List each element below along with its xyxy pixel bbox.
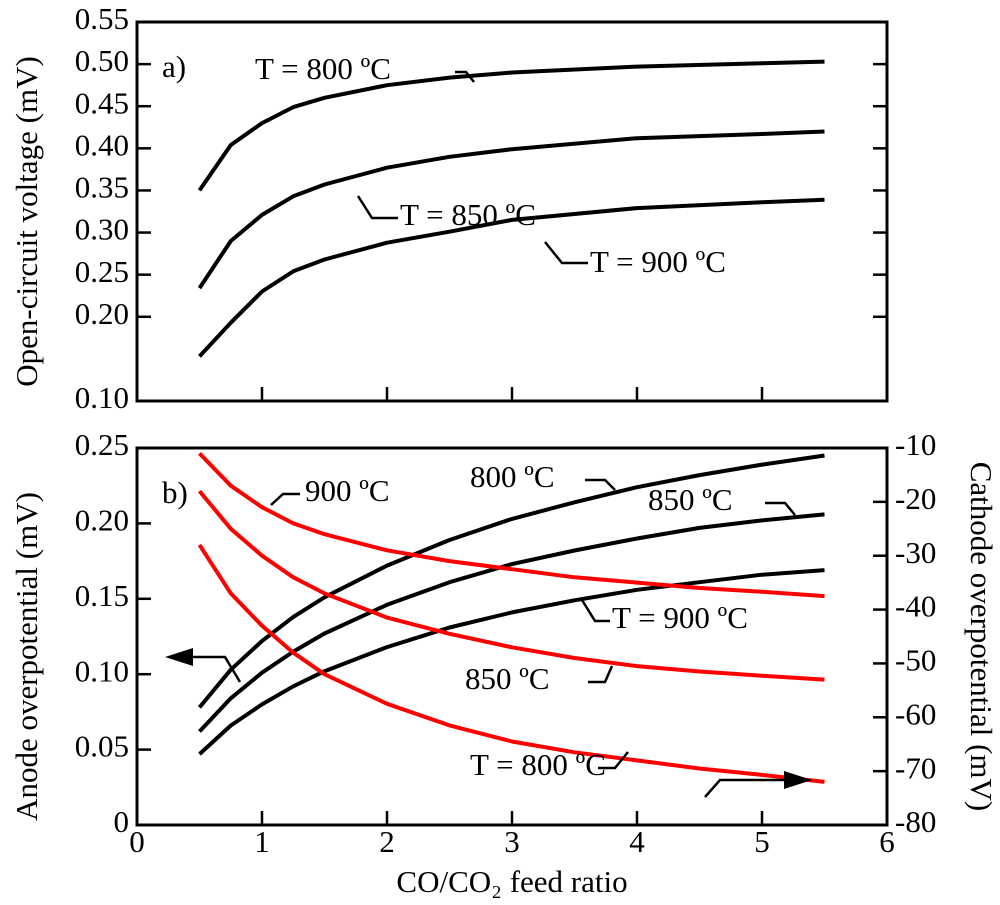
x-tick-label: 1 [254,824,270,859]
y2-tick-label: -80 [895,804,936,839]
y2-axis-label: Cathode overpotential (mV) [964,462,999,812]
series-label: T = 800 ºC [470,747,606,782]
series-label: 800 ºC [470,459,555,494]
y-tick-label: 0.25 [75,254,129,289]
y-tick-label: 0.15 [75,578,129,613]
panel-label: a) [162,49,186,84]
y-tick-label: 0.35 [75,170,129,205]
series-line [198,197,825,358]
axis-arrow-head [165,648,193,666]
series-label: T = 900 ºC [612,600,748,635]
y-tick-label: 0.25 [75,427,129,462]
series-line [197,453,825,709]
y-tick-label: 0.45 [75,85,129,120]
series-label: T = 800 ºC [255,51,391,86]
y-tick-label: 0.10 [75,380,129,415]
label-leader [270,492,300,506]
series-line [198,512,825,733]
x-tick-label: 4 [629,824,645,859]
label-leader [598,751,629,770]
y-tick-label: 0.50 [75,43,129,78]
panel-label: b) [162,475,188,510]
y-axis-label: Open-circuit voltage (mV) [9,56,44,387]
y2-tick-label: -20 [895,481,936,516]
y-tick-label: 0.10 [75,653,129,688]
y-tick-label: 0.20 [75,503,129,538]
series-label: 850 ºC [465,661,550,696]
series-line [197,59,825,192]
label-leader [588,665,614,684]
x-axis-label: CO/CO₂ feed ratio [396,864,627,899]
y2-tick-label: -50 [895,643,936,678]
series-label: 850 ºC [648,482,733,517]
series-line [198,568,825,756]
series-line [197,543,825,784]
axis-arrow [704,778,790,798]
axis-arrow-head [784,771,812,789]
label-leader [585,478,616,491]
y-tick-label: 0.05 [75,729,129,764]
x-tick-label: 5 [754,824,770,859]
y-tick-label: 0 [114,804,130,839]
x-tick-label: 6 [879,824,895,859]
y2-tick-label: -40 [895,589,936,624]
label-leader [455,70,475,83]
y2-tick-label: -30 [895,535,936,570]
series-label: T = 900 ºC [590,244,726,279]
series-line [198,452,825,599]
y-tick-label: 0.30 [75,212,129,247]
y-tick-label: 0.20 [75,296,129,331]
series-label: 900 ºC [305,473,390,508]
series-line [197,489,825,682]
label-leader [765,501,796,516]
y-axis-label: Anode overpotential (mV) [9,492,44,821]
label-leader [580,599,610,623]
y2-tick-label: -10 [895,427,936,462]
y2-tick-label: -70 [895,750,936,785]
y-tick-label: 0.55 [75,1,129,36]
x-tick-label: 2 [379,824,395,859]
axis-arrow [180,655,242,683]
x-tick-label: 3 [504,824,520,859]
y2-tick-label: -60 [895,696,936,731]
label-leader [356,195,398,220]
series-line [197,129,825,290]
x-tick-label: 0 [129,824,145,859]
label-leader [544,241,588,265]
y-tick-label: 0.40 [75,127,129,162]
